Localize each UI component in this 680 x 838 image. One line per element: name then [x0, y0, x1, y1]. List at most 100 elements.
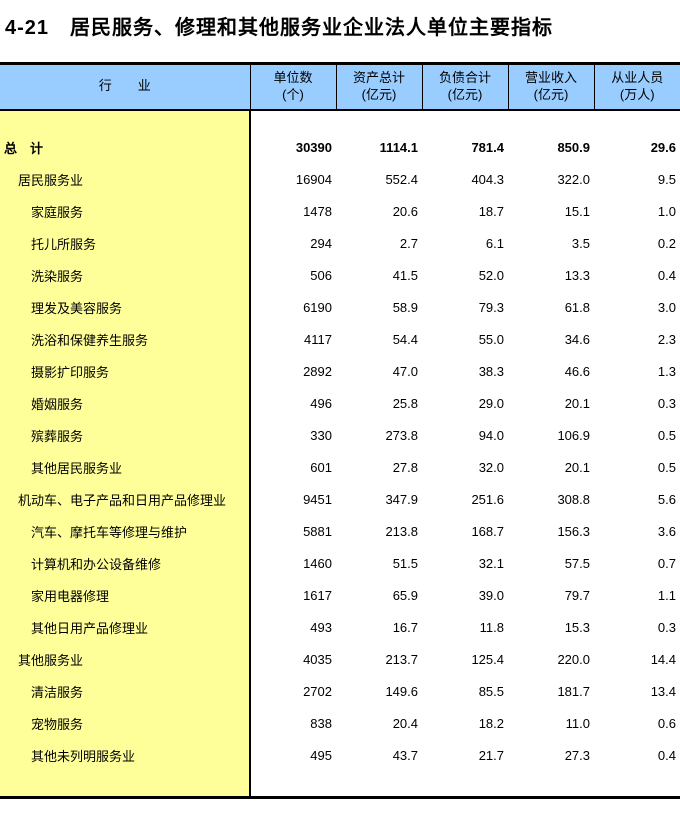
cell-value: 601 — [310, 460, 332, 475]
cell-value: 781.4 — [471, 140, 504, 155]
row-label: 其他服务业 — [0, 643, 251, 676]
cell-value: 11.8 — [479, 620, 504, 635]
cell-value: 308.8 — [557, 492, 590, 507]
cell-value: 65.9 — [392, 588, 418, 603]
table-row: 殡葬服务 330 273.8 94.0 106.9 0.5 — [0, 419, 680, 452]
cell-value: 1114.1 — [379, 140, 418, 155]
cell-value: 347.9 — [385, 492, 418, 507]
cell-value: 16.7 — [392, 620, 418, 635]
cell-value: 838 — [310, 716, 332, 731]
cell-value: 14.4 — [650, 652, 676, 667]
cell-value: 4117 — [304, 332, 332, 347]
cell-value: 220.0 — [557, 652, 590, 667]
cell-value: 15.3 — [564, 620, 590, 635]
table-row: 居民服务业 16904 552.4 404.3 322.0 9.5 — [0, 163, 680, 196]
cell-value: 3.5 — [571, 236, 590, 251]
col-header-label: 资产总计 — [352, 69, 405, 85]
cell-value: 181.7 — [557, 684, 590, 699]
cell-value: 330 — [310, 428, 332, 443]
row-label: 汽车、摩托车等修理与维护 — [0, 515, 251, 548]
cell-value: 149.6 — [385, 684, 418, 699]
cell-value: 47.0 — [392, 364, 418, 379]
table-row: 汽车、摩托车等修理与维护 5881 213.8 168.7 156.3 3.6 — [0, 515, 680, 548]
cell-value: 58.9 — [392, 300, 418, 315]
table-row: 其他日用产品修理业 493 16.7 11.8 15.3 0.3 — [0, 611, 680, 644]
table-row: 其他居民服务业 601 27.8 32.0 20.1 0.5 — [0, 451, 680, 484]
cell-value: 168.7 — [471, 524, 504, 539]
col-header-unit-count: 单位数 (个) — [249, 63, 336, 111]
cell-value: 54.4 — [392, 332, 418, 347]
filler-row — [0, 771, 680, 798]
cell-value: 125.4 — [471, 652, 504, 667]
cell-value: 1.1 — [657, 588, 676, 603]
table-row: 洗染服务 506 41.5 52.0 13.3 0.4 — [0, 259, 680, 292]
cell-value: 1478 — [303, 204, 332, 219]
table-body: 总 计 30390 1114.1 781.4 850.9 29.6 居民服务业 16904 55… — [0, 109, 680, 798]
cell-value: 213.8 — [385, 524, 418, 539]
cell-value: 3.0 — [657, 300, 676, 315]
col-header-total-assets: 资产总计 (亿元) — [335, 63, 422, 111]
cell-value: 32.1 — [478, 556, 504, 571]
table-row: 婚姻服务 496 25.8 29.0 20.1 0.3 — [0, 387, 680, 420]
cell-value: 5881 — [303, 524, 332, 539]
cell-value: 41.5 — [392, 268, 418, 283]
industry-column-filler — [0, 109, 251, 132]
cell-value: 0.3 — [657, 396, 676, 411]
table-row: 摄影扩印服务 2892 47.0 38.3 46.6 1.3 — [0, 355, 680, 388]
row-label: 殡葬服务 — [0, 419, 251, 452]
cell-value: 2892 — [303, 364, 332, 379]
cell-value: 213.7 — [385, 652, 418, 667]
cell-value: 156.3 — [557, 524, 590, 539]
cell-value: 34.6 — [564, 332, 590, 347]
table-row: 理发及美容服务 6190 58.9 79.3 61.8 3.0 — [0, 291, 680, 324]
row-label: 洗浴和保健养生服务 — [0, 323, 251, 356]
row-label: 居民服务业 — [0, 163, 251, 196]
cell-value: 20.1 — [564, 396, 590, 411]
cell-value: 13.4 — [650, 684, 676, 699]
table-row: 其他未列明服务业 495 43.7 21.7 27.3 0.4 — [0, 739, 680, 772]
table-row: 托儿所服务 294 2.7 6.1 3.5 0.2 — [0, 227, 680, 260]
cell-value: 2.3 — [657, 332, 676, 347]
col-header-total-liabilities: 负债合计 (亿元) — [421, 63, 508, 111]
table-row: 家用电器修理 1617 65.9 39.0 79.7 1.1 — [0, 579, 680, 612]
cell-value: 27.3 — [564, 748, 590, 763]
col-header-label: 行 业 — [98, 78, 151, 94]
row-label: 总 计 — [0, 131, 251, 164]
industry-column-filler — [0, 771, 251, 798]
cell-value: 79.3 — [478, 300, 504, 315]
header-row: 行 业 单位数 (个) 资产总计 (亿元) 负债合计 (亿元) 营业收入 (亿元… — [0, 63, 680, 111]
cell-value: 495 — [310, 748, 332, 763]
cell-value: 273.8 — [385, 428, 418, 443]
cell-value: 1.0 — [657, 204, 676, 219]
cell-value: 322.0 — [557, 172, 590, 187]
row-label: 其他居民服务业 — [0, 451, 251, 484]
cell-value: 2.7 — [399, 236, 418, 251]
cell-value: 0.7 — [657, 556, 676, 571]
table-row: 清洁服务 2702 149.6 85.5 181.7 13.4 — [0, 675, 680, 708]
row-label: 摄影扩印服务 — [0, 355, 251, 388]
cell-value: 4035 — [303, 652, 332, 667]
values-filler — [250, 772, 680, 798]
cell-value: 3.6 — [657, 524, 676, 539]
col-header-label: 单位数 — [273, 69, 313, 85]
cell-value: 15.1 — [564, 204, 590, 219]
row-label: 其他日用产品修理业 — [0, 611, 251, 644]
cell-value: 43.7 — [392, 748, 418, 763]
cell-value: 0.2 — [657, 236, 676, 251]
cell-value: 552.4 — [385, 172, 418, 187]
cell-value: 30390 — [295, 140, 332, 155]
row-label: 托儿所服务 — [0, 227, 251, 260]
col-header-unit: (万人) — [619, 86, 655, 102]
cell-value: 850.9 — [557, 140, 590, 155]
cell-value: 493 — [310, 620, 332, 635]
cell-value: 0.5 — [657, 460, 676, 475]
cell-value: 2702 — [303, 684, 332, 699]
cell-value: 20.1 — [564, 460, 590, 475]
cell-value: 0.6 — [657, 716, 676, 731]
cell-value: 20.6 — [392, 204, 418, 219]
cell-value: 20.4 — [392, 716, 418, 731]
cell-value: 294 — [310, 236, 332, 251]
cell-value: 79.7 — [564, 588, 590, 603]
cell-value: 57.5 — [564, 556, 590, 571]
table-row: 总 计 30390 1114.1 781.4 850.9 29.6 — [0, 131, 680, 164]
